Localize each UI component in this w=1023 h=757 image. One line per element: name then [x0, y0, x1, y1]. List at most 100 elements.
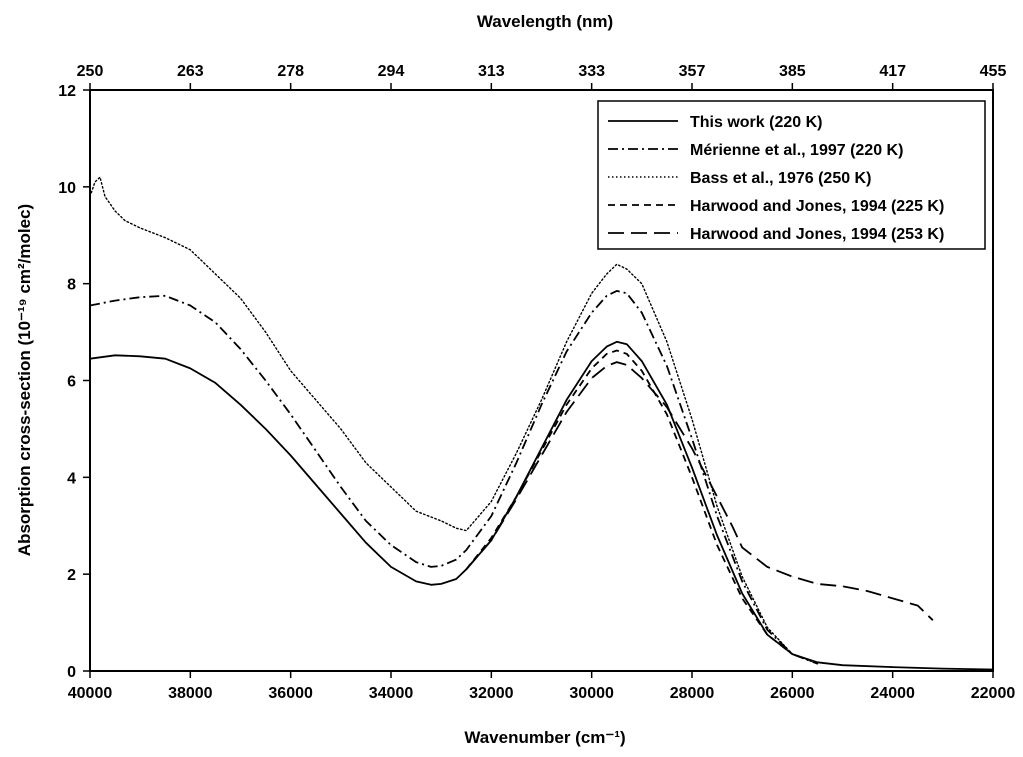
- x-tick-label: 38000: [168, 685, 213, 702]
- y-axis-label: Absorption cross-section (10⁻¹⁹ cm²/mole…: [15, 204, 34, 556]
- series-5-point: [731, 525, 733, 527]
- x-tick-label: 30000: [569, 685, 614, 702]
- series-4-point: [540, 449, 543, 452]
- series-1-point: [139, 355, 141, 358]
- top-axis-label: Wavelength (nm): [477, 12, 613, 31]
- series-5-point: [841, 585, 844, 588]
- series-3-point: [390, 486, 392, 488]
- series-2-group: [89, 289, 819, 665]
- series-1-point: [214, 382, 217, 384]
- series-5-point: [666, 406, 668, 408]
- series-1-point: [415, 580, 417, 583]
- series-3-point: [540, 399, 543, 401]
- series-5-point: [626, 364, 628, 366]
- top-tick-label: 385: [779, 63, 806, 80]
- series-1-point: [239, 403, 242, 406]
- series-5-point: [605, 365, 608, 367]
- series-2-point: [239, 348, 242, 350]
- series-4-group: [465, 349, 794, 655]
- series-1-point: [616, 341, 618, 343]
- x-tick-label: 32000: [469, 685, 514, 702]
- series-1-point: [289, 454, 292, 457]
- series-5-group: [465, 361, 934, 621]
- series-2-point: [89, 304, 91, 307]
- series-1-point: [841, 664, 844, 666]
- series-1-point: [440, 583, 443, 585]
- series-5-point: [917, 604, 919, 607]
- series-3-point: [626, 268, 628, 270]
- series-4-point: [605, 353, 608, 355]
- series-3-point: [605, 273, 608, 275]
- x-tick-label: 26000: [770, 685, 815, 702]
- series-2-point: [390, 544, 392, 546]
- series-3-point: [490, 500, 493, 503]
- series-2-point: [289, 413, 292, 416]
- series-4-point: [766, 633, 769, 636]
- series-5-point: [766, 566, 769, 568]
- series-1-point: [340, 512, 342, 515]
- series-3-point: [94, 181, 96, 183]
- series-3-point: [114, 210, 116, 212]
- series-2-point: [455, 558, 458, 561]
- series-1-point: [164, 357, 167, 360]
- top-tick-label: 263: [177, 63, 204, 80]
- series-4-point: [666, 413, 668, 416]
- series-5-point: [465, 568, 468, 571]
- series-1-point: [264, 428, 267, 430]
- series-1-point: [315, 483, 317, 486]
- series-layer: [89, 176, 994, 671]
- series-4-point: [616, 349, 618, 352]
- series-3-point: [139, 227, 141, 229]
- x-tick-label: 28000: [670, 685, 715, 702]
- top-tick-label: 294: [378, 63, 405, 80]
- series-3-point: [455, 527, 458, 529]
- series-2-line: [89, 289, 818, 665]
- series-2-point: [465, 549, 468, 551]
- legend-label: Harwood and Jones, 1994 (253 K): [690, 226, 944, 243]
- series-5-point: [515, 498, 518, 500]
- series-3-point: [264, 331, 267, 333]
- series-1-line: [89, 340, 994, 671]
- series-2-point: [440, 565, 443, 567]
- series-3-point: [666, 341, 668, 343]
- x-tick-label: 34000: [369, 685, 414, 702]
- series-2-point: [766, 629, 769, 631]
- series-3-point: [766, 626, 769, 629]
- series-2-point: [605, 295, 608, 297]
- series-3-point: [89, 195, 91, 198]
- series-4-point: [590, 367, 593, 370]
- axes-layer: 40000 38000 36000 34000 32000 30000 28000 26000…: [58, 63, 1015, 702]
- series-5-point: [741, 546, 743, 549]
- series-3-point: [616, 263, 618, 266]
- series-5-point: [691, 447, 693, 450]
- series-5-point: [891, 597, 894, 600]
- series-2-point: [716, 515, 718, 517]
- series-1-point: [455, 578, 458, 580]
- series-4-point: [641, 370, 643, 372]
- series-4-point: [565, 403, 568, 406]
- series-4-point: [626, 353, 628, 355]
- series-1-point: [114, 354, 116, 357]
- series-2-point: [666, 365, 668, 367]
- series-1-point: [992, 668, 994, 671]
- series-5-point: [866, 590, 869, 592]
- legend-label: Harwood and Jones, 1994 (225 K): [690, 198, 944, 215]
- series-3-point: [691, 418, 693, 421]
- series-5-point: [540, 454, 543, 457]
- series-3-point: [515, 452, 518, 454]
- legend-label: Mérienne et al., 1997 (220 K): [690, 142, 903, 159]
- series-3-point: [816, 662, 819, 665]
- series-4-point: [490, 537, 493, 539]
- legend-label: This work (220 K): [690, 114, 822, 131]
- series-2-point: [114, 299, 116, 302]
- series-2-point: [590, 311, 593, 314]
- series-2-point: [164, 295, 167, 297]
- series-5-point: [616, 361, 618, 363]
- x-tick-label: 22000: [971, 685, 1016, 702]
- top-tick-label: 357: [679, 63, 706, 80]
- series-4-point: [716, 544, 718, 546]
- series-3-point: [124, 219, 126, 222]
- series-3-point: [214, 273, 217, 275]
- series-1-point: [942, 667, 944, 670]
